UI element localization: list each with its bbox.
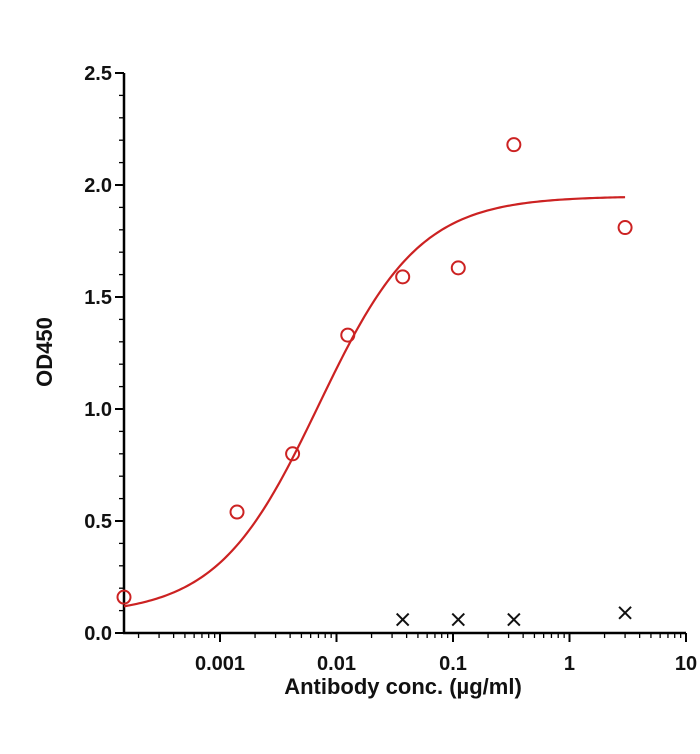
data-point bbox=[506, 137, 522, 153]
y-tick-label: 0.0 bbox=[84, 623, 112, 645]
x-tick-label: 0.01 bbox=[317, 653, 356, 675]
x-tick-label: 10 bbox=[675, 653, 697, 675]
x-tick-label: 0.001 bbox=[195, 653, 245, 675]
negative-control-point bbox=[395, 612, 410, 627]
fit-curve bbox=[123, 196, 626, 608]
tick-marks bbox=[115, 72, 687, 642]
x-marker-stroke bbox=[507, 612, 521, 627]
fit-curve-layer bbox=[123, 196, 626, 608]
negative-control-point bbox=[618, 606, 632, 620]
x-marker-stroke bbox=[395, 612, 410, 627]
y-tick-label: 2.0 bbox=[84, 175, 112, 197]
axes bbox=[122, 73, 686, 635]
data-point bbox=[450, 260, 466, 276]
y-tick-label: 2.5 bbox=[84, 63, 112, 85]
data-point bbox=[395, 269, 411, 285]
data-point bbox=[116, 589, 132, 605]
x-tick-label: 0.1 bbox=[439, 653, 467, 675]
x-axis-title: Antibody conc. (µg/ml) bbox=[284, 674, 522, 699]
data-point bbox=[229, 504, 245, 520]
x-marker-stroke bbox=[451, 612, 465, 627]
y-tick-label: 1.0 bbox=[84, 399, 112, 421]
tick-labels: 0.0 0.5 1.0 1.5 2.0 2.5 0.001 0.01 0.1 1 10 bbox=[84, 63, 697, 675]
y-axis-title: OD450 bbox=[32, 317, 57, 387]
x-tick-label: 1 bbox=[564, 653, 575, 675]
data-points-layer bbox=[116, 137, 633, 627]
negative-control-point bbox=[451, 612, 465, 627]
y-tick-label: 1.5 bbox=[84, 287, 112, 309]
negative-control-point bbox=[507, 612, 521, 627]
data-point bbox=[617, 220, 633, 236]
x-marker-stroke bbox=[618, 606, 632, 620]
data-point bbox=[285, 446, 301, 462]
data-point bbox=[340, 327, 356, 343]
y-tick-label: 0.5 bbox=[84, 511, 112, 533]
